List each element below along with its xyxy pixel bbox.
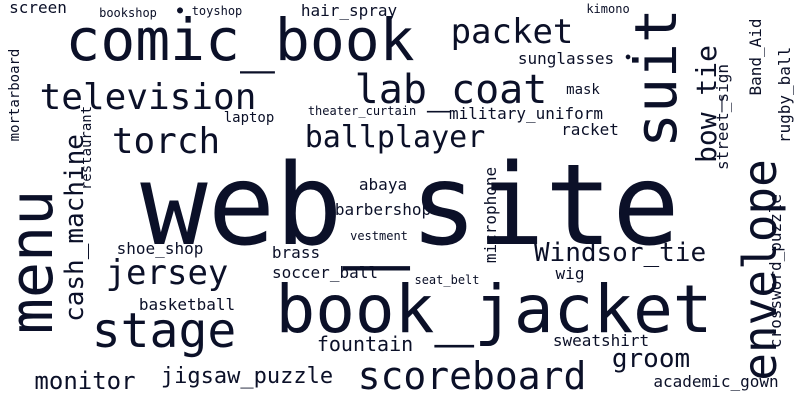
dot-mark: ●	[625, 52, 631, 61]
cloud-word: suit	[622, 8, 690, 148]
cloud-word: wig	[555, 264, 585, 283]
cloud-word: racket	[561, 120, 619, 139]
cloud-word: hair_spray	[300, 1, 398, 20]
cloud-word: scoreboard	[357, 354, 587, 398]
dot-mark: ●	[176, 5, 184, 16]
cloud-word: soccer_ball	[272, 263, 378, 282]
cloud-word: rugby_ball	[775, 46, 794, 144]
cloud-word: abaya	[358, 175, 408, 194]
cloud-word: monitor	[34, 367, 136, 395]
cloud-word: theater_curtain	[307, 104, 417, 118]
cloud-word: fountain	[316, 332, 414, 356]
cloud-word: ballplayer	[304, 120, 486, 155]
cloud-word: web_site	[140, 141, 680, 271]
cloud-word: torch	[111, 121, 221, 162]
cloud-word: toyshop	[191, 4, 243, 18]
cloud-word: Band_Aid	[746, 18, 765, 96]
cloud-word: brass	[271, 243, 321, 262]
cloud-word: kimono	[586, 2, 630, 16]
cloud-word: laptop	[223, 110, 275, 126]
cloud-word: barbershop	[334, 200, 432, 219]
cloud-word: mortarboard	[7, 48, 23, 142]
cloud-word: groom	[611, 344, 691, 374]
cloud-word: comic_book	[65, 6, 415, 74]
cloud-word: screen	[9, 0, 67, 17]
cloud-word: jigsaw_puzzle	[160, 364, 334, 389]
cloud-word: menu	[0, 189, 67, 335]
cloud-word: microphone	[481, 166, 500, 264]
cloud-word: sweatshirt	[552, 331, 650, 350]
cloud-word: television	[39, 77, 257, 118]
cloud-word: lab_coat	[354, 67, 548, 113]
cloud-word: street_sign	[713, 64, 732, 170]
cloud-word: basketball	[138, 295, 236, 314]
cloud-word: vestment	[350, 229, 408, 243]
cloud-word: shoe_shop	[116, 239, 204, 258]
cloud-word: mask	[566, 82, 600, 98]
cloud-word: military_uniform	[448, 104, 604, 123]
cloud-word: crossword_puzzle	[766, 193, 785, 349]
cloud-word: restaurant	[79, 105, 95, 191]
cloud-word: book_jacket	[275, 271, 713, 348]
cloud-word: packet	[450, 12, 574, 52]
cloud-word: Windsor_tie	[533, 238, 707, 268]
cloud-word: jersey	[105, 253, 229, 293]
cloud-word: seat_belt	[414, 273, 480, 287]
cloud-word: academic_gown	[653, 372, 779, 391]
cloud-word: sunglasses	[517, 49, 615, 68]
cloud-word: bookshop	[99, 6, 157, 20]
cloud-word: stage	[91, 303, 237, 359]
